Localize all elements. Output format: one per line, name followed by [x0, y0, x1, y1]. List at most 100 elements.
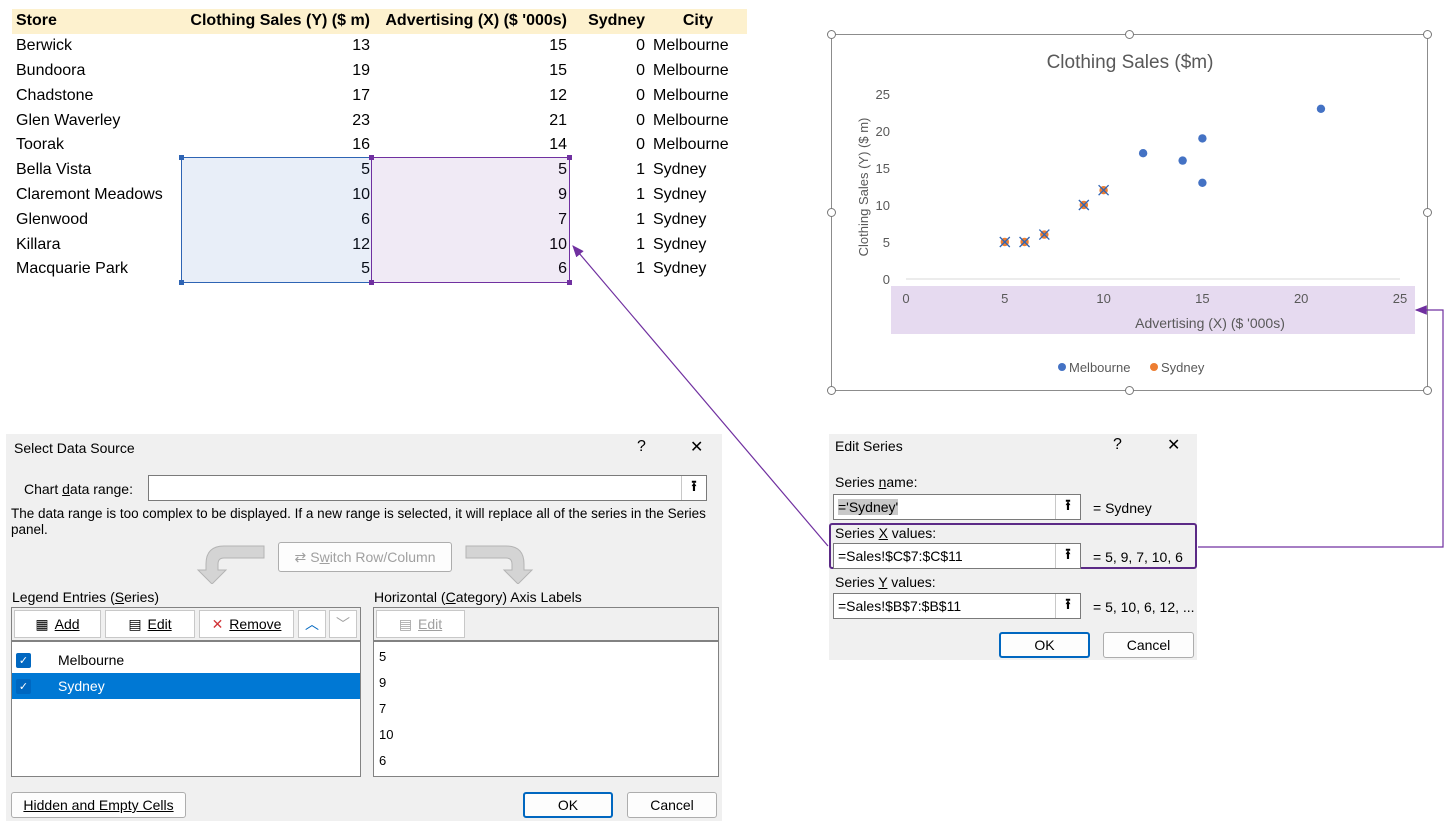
- cell-advertising[interactable]: 5: [558, 161, 567, 179]
- cell-clothing-sales[interactable]: 16: [352, 136, 370, 154]
- cell-advertising[interactable]: 15: [549, 61, 567, 79]
- cell-clothing-sales[interactable]: 17: [352, 86, 370, 104]
- cell-city[interactable]: Melbourne: [653, 86, 729, 104]
- cell-advertising[interactable]: 12: [549, 86, 567, 104]
- cell-advertising[interactable]: 7: [558, 210, 567, 228]
- header-store[interactable]: Store: [12, 9, 185, 34]
- checkbox-checked-icon[interactable]: ✓: [16, 652, 31, 668]
- switch-row-column-button[interactable]: ⇄ Switch Row/Column: [278, 542, 452, 572]
- cell-sydney[interactable]: 1: [636, 161, 645, 179]
- header-clothing-sales[interactable]: Clothing Sales (Y) ($ m): [185, 9, 374, 34]
- chart-title[interactable]: Clothing Sales ($m): [1047, 52, 1214, 73]
- cell-clothing-sales[interactable]: 13: [352, 37, 370, 55]
- cell-store[interactable]: Bundoora: [16, 61, 86, 79]
- cancel-button[interactable]: Cancel: [627, 792, 717, 818]
- series-name-input[interactable]: ='Sydney': [833, 494, 1081, 520]
- resize-handle[interactable]: [1423, 208, 1432, 217]
- cell-sydney[interactable]: 0: [636, 61, 645, 79]
- cell-advertising[interactable]: 21: [549, 111, 567, 129]
- axis-label-item[interactable]: 6: [379, 753, 387, 768]
- hidden-empty-cells-button[interactable]: Hidden and Empty Cells: [11, 792, 186, 818]
- cell-advertising[interactable]: 10: [549, 235, 567, 253]
- cell-sydney[interactable]: 1: [636, 210, 645, 228]
- cell-clothing-sales[interactable]: 19: [352, 61, 370, 79]
- range-picker-icon[interactable]: ⭱: [681, 476, 706, 500]
- cell-sydney[interactable]: 1: [636, 185, 645, 203]
- axis-label-item[interactable]: 7: [379, 701, 387, 716]
- checkbox-checked-icon[interactable]: ✓: [16, 678, 31, 694]
- cell-store[interactable]: Killara: [16, 235, 61, 253]
- cell-clothing-sales[interactable]: 5: [361, 161, 370, 179]
- axis-label-item[interactable]: 10: [379, 727, 394, 742]
- resize-handle[interactable]: [1125, 386, 1134, 395]
- help-button[interactable]: ?: [1113, 436, 1122, 453]
- cell-advertising[interactable]: 14: [549, 136, 567, 154]
- x-axis-title[interactable]: Advertising (X) ($ '000s): [1135, 315, 1285, 331]
- resize-handle[interactable]: [827, 30, 836, 39]
- cell-store[interactable]: Berwick: [16, 37, 73, 55]
- cell-sydney[interactable]: 0: [636, 86, 645, 104]
- axis-edit-button[interactable]: ▤ Edit: [376, 610, 465, 638]
- series-x-input[interactable]: =Sales!$C$7:$C$11: [833, 543, 1081, 569]
- cell-advertising[interactable]: 15: [549, 37, 567, 55]
- close-button[interactable]: ✕: [1167, 437, 1181, 454]
- move-up-button[interactable]: ︿: [298, 610, 326, 638]
- cell-store[interactable]: Macquarie Park: [16, 260, 129, 278]
- series-item-sydney[interactable]: ✓ Sydney: [12, 673, 360, 699]
- ok-button[interactable]: OK: [999, 632, 1090, 658]
- series-item-melbourne[interactable]: ✓ Melbourne: [12, 647, 360, 673]
- cell-city[interactable]: Melbourne: [653, 37, 729, 55]
- cell-city[interactable]: Sydney: [653, 260, 707, 278]
- resize-handle[interactable]: [827, 386, 836, 395]
- point-melbourne[interactable]: [1198, 178, 1207, 187]
- y-axis-title[interactable]: Clothing Sales (Y) ($ m): [856, 118, 871, 257]
- help-button[interactable]: ?: [637, 438, 646, 455]
- point-melbourne[interactable]: [1138, 149, 1148, 158]
- move-down-button[interactable]: ﹀: [329, 610, 357, 638]
- close-button[interactable]: ✕: [690, 439, 704, 456]
- cell-sydney[interactable]: 0: [636, 136, 645, 154]
- axis-labels-list[interactable]: 5 9 7 10 6: [373, 641, 719, 777]
- cell-city[interactable]: Melbourne: [653, 61, 729, 79]
- cell-sydney[interactable]: 1: [636, 260, 645, 278]
- cell-clothing-sales[interactable]: 6: [361, 210, 370, 228]
- range-picker-icon[interactable]: ⭱: [1055, 495, 1080, 519]
- cell-advertising[interactable]: 6: [558, 260, 567, 278]
- cell-store[interactable]: Chadstone: [16, 86, 94, 104]
- resize-handle[interactable]: [827, 208, 836, 217]
- point-melbourne[interactable]: [1198, 134, 1207, 143]
- ok-button[interactable]: OK: [523, 792, 613, 818]
- cell-clothing-sales[interactable]: 23: [352, 111, 370, 129]
- point-melbourne[interactable]: [1178, 156, 1187, 165]
- cell-clothing-sales[interactable]: 10: [352, 185, 370, 203]
- resize-handle[interactable]: [1423, 30, 1432, 39]
- range-picker-icon[interactable]: ⭱: [1055, 544, 1080, 568]
- cell-store[interactable]: Toorak: [16, 136, 65, 154]
- axis-label-item[interactable]: 5: [379, 649, 387, 664]
- cell-sydney[interactable]: 0: [636, 37, 645, 55]
- cell-sydney[interactable]: 1: [636, 235, 645, 253]
- cell-clothing-sales[interactable]: 5: [361, 260, 370, 278]
- cell-city[interactable]: Melbourne: [653, 136, 729, 154]
- cell-city[interactable]: Sydney: [653, 210, 707, 228]
- remove-series-button[interactable]: ✕ Remove: [199, 610, 294, 638]
- cancel-button[interactable]: Cancel: [1103, 632, 1194, 658]
- cell-store[interactable]: Glenwood: [16, 210, 89, 228]
- range-picker-icon[interactable]: ⭱: [1055, 594, 1080, 618]
- point-melbourne[interactable]: [1316, 104, 1326, 114]
- scatter-chart[interactable]: Clothing Sales ($m) 0 5 10 15 20 25 0 5 10 15 20 2…: [827, 30, 1432, 395]
- chart-range-input[interactable]: [148, 475, 707, 501]
- edit-series-button[interactable]: ▤ Edit: [105, 610, 195, 638]
- series-list[interactable]: ✓ Melbourne ✓ Sydney: [11, 641, 361, 777]
- cell-sydney[interactable]: 0: [636, 111, 645, 129]
- cell-city[interactable]: Melbourne: [653, 111, 729, 129]
- cell-advertising[interactable]: 9: [558, 185, 567, 203]
- axis-label-item[interactable]: 9: [379, 675, 387, 690]
- cell-city[interactable]: Sydney: [653, 235, 707, 253]
- resize-handle[interactable]: [1423, 386, 1432, 395]
- resize-handle[interactable]: [1125, 30, 1134, 39]
- cell-store[interactable]: Bella Vista: [16, 161, 92, 179]
- add-series-button[interactable]: ▦ Add: [14, 610, 101, 638]
- cell-store[interactable]: Glen Waverley: [16, 111, 121, 129]
- header-city[interactable]: City: [649, 9, 747, 34]
